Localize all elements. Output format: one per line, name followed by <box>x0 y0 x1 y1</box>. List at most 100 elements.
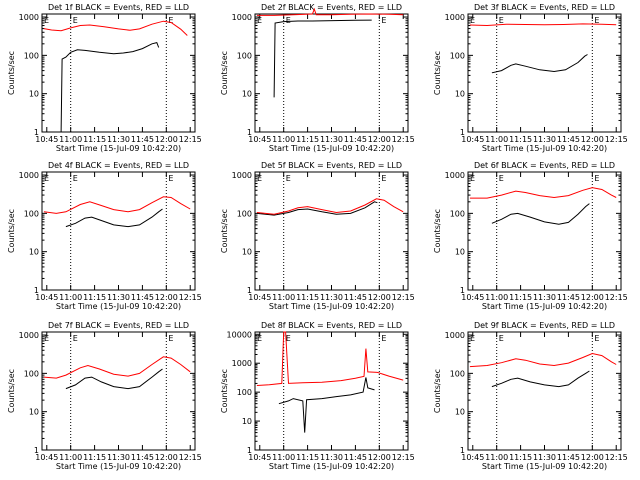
y-tick-label: 1 <box>34 446 39 455</box>
chart-panel: Det 5f BLACK = Events, RED = LLD 1 10 100 10… <box>220 161 415 311</box>
y-tick-label: 1000 <box>445 13 465 22</box>
event-marker-flag: E <box>257 174 262 183</box>
x-tick-label: 12:15 <box>605 293 628 302</box>
plot-frame <box>254 331 409 451</box>
y-tick-label: 10 <box>242 417 252 426</box>
y-tick-label: 10 <box>29 248 39 257</box>
y-tick-label: 1000 <box>445 171 465 180</box>
chart-title: Det 1f BLACK = Events, RED = LLD <box>48 3 189 12</box>
y-tick-label: 10 <box>455 90 465 99</box>
chart-title: Det 4f BLACK = Events, RED = LLD <box>48 161 189 170</box>
x-tick-label: 11:45 <box>557 453 580 462</box>
x-tick-label: 12:00 <box>368 135 391 144</box>
chart-panel: Det 3f BLACK = Events, RED = LLD 1 10 100 10… <box>433 3 628 153</box>
event-marker-flag: E <box>470 174 475 183</box>
chart-title: Det 6f BLACK = Events, RED = LLD <box>474 161 615 170</box>
chart-title: Det 7f BLACK = Events, RED = LLD <box>48 321 189 330</box>
x-tick-label: 11:00 <box>485 293 508 302</box>
event-marker-flag: E <box>168 16 173 25</box>
chart-panel: Det 2f BLACK = Events, RED = LLD 1 10 100 10… <box>220 3 415 153</box>
x-tick-label: 11:30 <box>320 135 343 144</box>
y-tick-label: 10 <box>29 408 39 417</box>
event-marker-flag: E <box>470 334 475 343</box>
chart-title: Det 3f BLACK = Events, RED = LLD <box>474 3 615 12</box>
event-marker-flag: E <box>44 334 49 343</box>
y-tick-label: 100 <box>24 369 39 378</box>
y-axis-label: Counts/sec <box>7 369 16 413</box>
chart-panel: Det 4f BLACK = Events, RED = LLD 1 10 100 10… <box>7 161 202 311</box>
x-tick-label: 11:15 <box>83 135 106 144</box>
x-tick-label: 11:00 <box>59 135 82 144</box>
x-tick-label: 11:15 <box>83 453 106 462</box>
event-marker-flag: E <box>499 16 504 25</box>
series-line <box>43 356 191 379</box>
y-tick-label: 100 <box>237 209 252 218</box>
chart-panel: Det 9f BLACK = Events, RED = LLD 1 10 100 10… <box>433 321 628 471</box>
series-line <box>256 198 404 215</box>
y-axis-label: Counts/sec <box>433 51 442 95</box>
y-axis-label: Counts/sec <box>220 209 229 253</box>
x-axis-label: Start Time (15-Jul-09 10:42:20) <box>482 144 607 153</box>
plot-frame <box>41 171 196 291</box>
y-tick-label: 10 <box>455 408 465 417</box>
y-tick-label: 1 <box>34 128 39 137</box>
x-tick-label: 12:00 <box>581 135 604 144</box>
x-tick-label: 10:45 <box>461 135 484 144</box>
plot-frame <box>41 13 196 133</box>
x-tick-label: 11:00 <box>485 135 508 144</box>
event-marker-flag: E <box>286 174 291 183</box>
y-tick-label: 1 <box>34 286 39 295</box>
event-marker-flag: E <box>381 16 386 25</box>
x-tick-label: 12:00 <box>368 293 391 302</box>
x-tick-label: 10:45 <box>248 293 271 302</box>
series-line <box>256 331 404 386</box>
event-marker-flag: E <box>257 334 262 343</box>
chart-panel: Det 7f BLACK = Events, RED = LLD 1 10 100 10… <box>7 321 202 471</box>
x-tick-label: 12:00 <box>581 453 604 462</box>
y-tick-label: 100 <box>450 209 465 218</box>
series-line <box>43 196 191 214</box>
event-marker-flag: E <box>470 16 475 25</box>
x-axis-label: Start Time (15-Jul-09 10:42:20) <box>56 302 181 311</box>
chart-title: Det 9f BLACK = Events, RED = LLD <box>474 321 615 330</box>
y-tick-label: 10000 <box>227 330 252 339</box>
chart-panel: Det 6f BLACK = Events, RED = LLD 1 10 100 10… <box>433 161 628 311</box>
y-tick-label: 1 <box>247 286 252 295</box>
y-tick-label: 1000 <box>19 171 39 180</box>
x-tick-label: 11:30 <box>533 293 556 302</box>
y-tick-label: 10 <box>242 248 252 257</box>
x-tick-label: 12:15 <box>605 453 628 462</box>
x-tick-label: 11:45 <box>344 453 367 462</box>
chart-title: Det 5f BLACK = Events, RED = LLD <box>261 161 402 170</box>
event-marker-flag: E <box>73 174 78 183</box>
x-tick-label: 11:00 <box>485 453 508 462</box>
event-marker-flag: E <box>499 334 504 343</box>
x-tick-label: 12:00 <box>368 453 391 462</box>
y-tick-label: 10 <box>455 248 465 257</box>
x-tick-label: 10:45 <box>248 135 271 144</box>
x-tick-label: 11:45 <box>131 135 154 144</box>
y-tick-label: 100 <box>237 388 252 397</box>
y-tick-label: 1000 <box>232 359 252 368</box>
y-axis-label: Counts/sec <box>433 209 442 253</box>
y-tick-label: 100 <box>450 51 465 60</box>
series-line <box>273 19 372 98</box>
series-line <box>491 54 588 74</box>
chart-title: Det 8f BLACK = Events, RED = LLD <box>261 321 402 330</box>
x-tick-label: 12:15 <box>392 453 415 462</box>
x-axis-label: Start Time (15-Jul-09 10:42:20) <box>269 462 394 471</box>
y-axis-label: Counts/sec <box>220 51 229 95</box>
x-tick-label: 11:30 <box>533 135 556 144</box>
x-tick-label: 12:00 <box>581 293 604 302</box>
series-line <box>60 42 160 133</box>
x-tick-label: 11:15 <box>509 453 532 462</box>
x-tick-label: 11:45 <box>557 135 580 144</box>
x-tick-label: 12:00 <box>155 293 178 302</box>
event-marker-flag: E <box>381 334 386 343</box>
event-marker-flag: E <box>499 174 504 183</box>
y-tick-label: 100 <box>24 209 39 218</box>
series-line <box>256 7 404 16</box>
series-line <box>65 368 163 390</box>
x-tick-label: 11:45 <box>131 293 154 302</box>
